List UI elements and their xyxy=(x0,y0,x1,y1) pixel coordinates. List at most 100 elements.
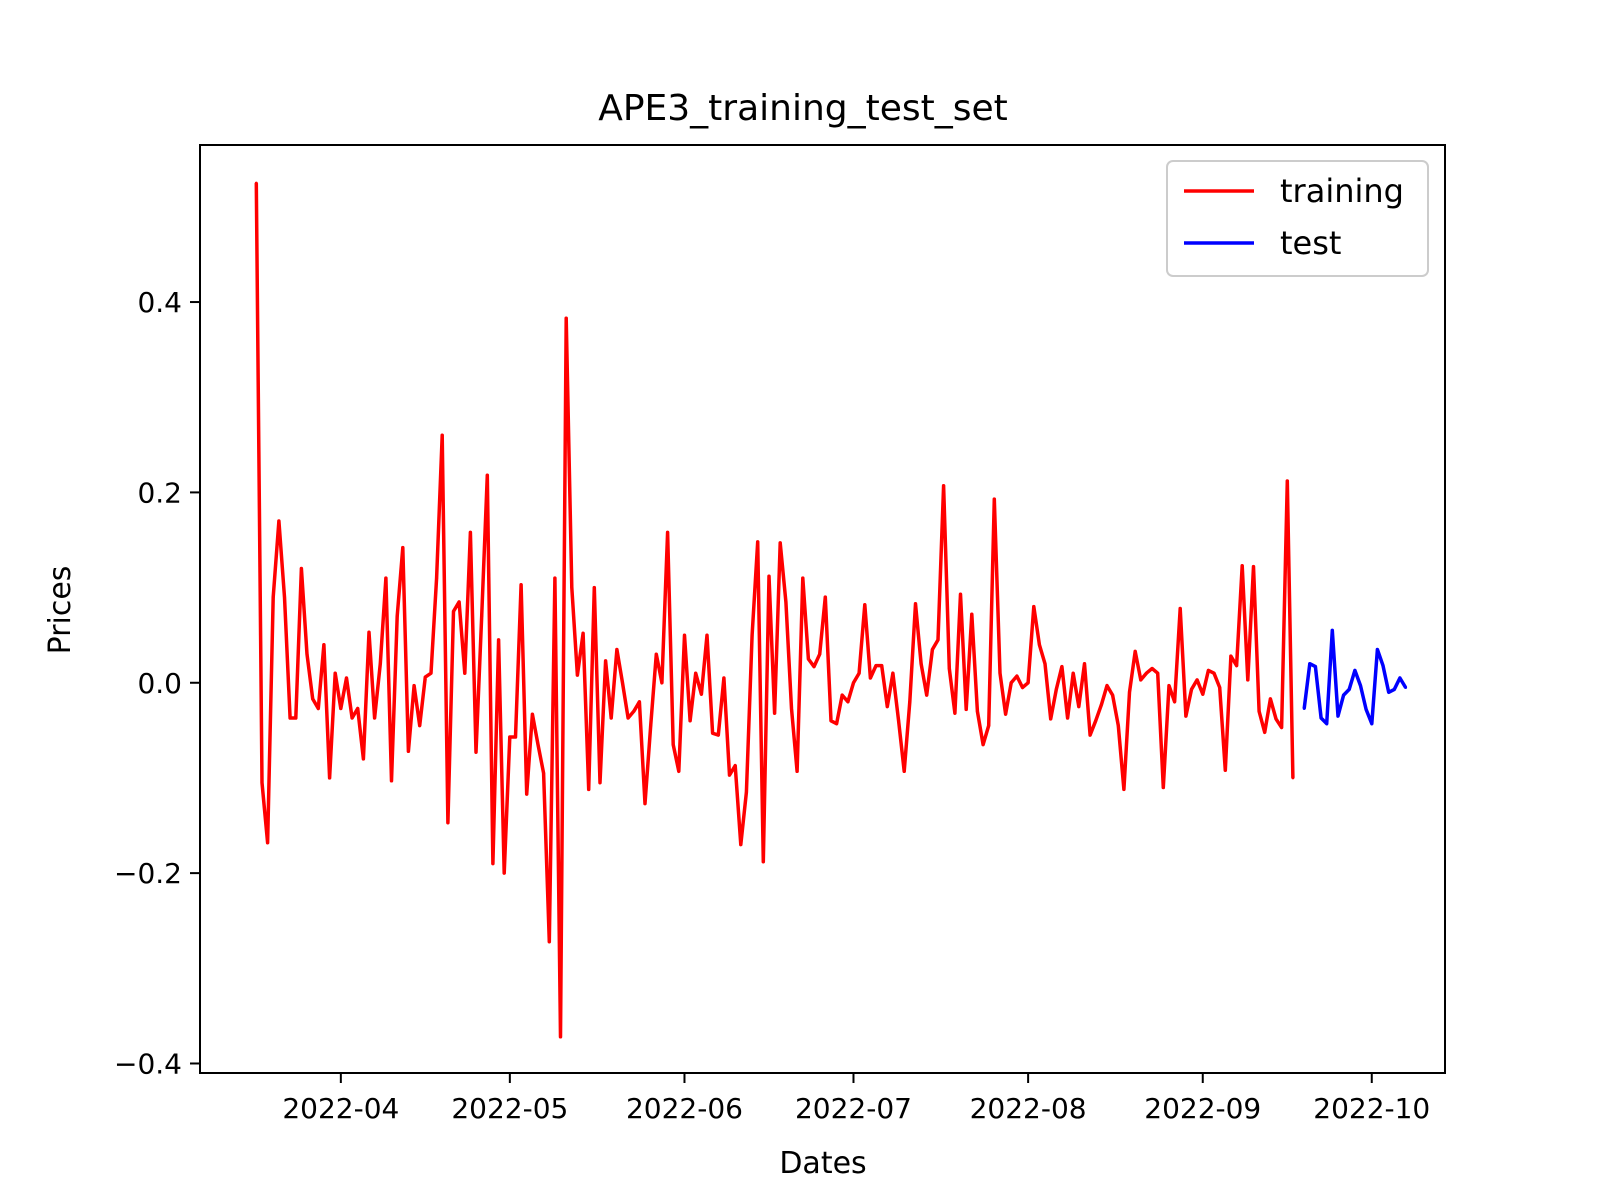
data-point-training-123 xyxy=(947,667,951,670)
x-tick-label: 2022-09 xyxy=(1144,1092,1261,1125)
data-point-training-32 xyxy=(435,576,439,580)
data-point-test-0 xyxy=(1302,707,1306,710)
data-point-training-77 xyxy=(688,719,692,723)
data-point-training-99 xyxy=(812,665,816,669)
data-point-training-39 xyxy=(474,750,478,754)
data-point-training-98 xyxy=(806,657,810,661)
data-point-training-21 xyxy=(373,716,377,720)
data-point-training-72 xyxy=(660,681,664,685)
x-tick-label: 2022-08 xyxy=(970,1092,1087,1125)
data-point-training-46 xyxy=(514,735,517,739)
data-point-training-121 xyxy=(936,638,940,642)
data-point-training-175 xyxy=(1240,564,1244,568)
data-point-training-51 xyxy=(542,771,546,775)
data-point-training-181 xyxy=(1274,717,1278,721)
data-point-training-52 xyxy=(547,940,551,944)
data-point-training-13 xyxy=(328,776,332,780)
data-point-training-90 xyxy=(761,860,765,864)
data-point-training-78 xyxy=(694,671,698,675)
data-point-training-101 xyxy=(823,595,827,599)
data-point-training-132 xyxy=(998,671,1002,675)
data-point-training-59 xyxy=(587,787,591,791)
data-point-training-23 xyxy=(384,576,388,580)
data-point-training-71 xyxy=(654,652,658,656)
data-point-training-118 xyxy=(919,662,923,666)
data-point-training-152 xyxy=(1111,693,1115,697)
data-point-test-1 xyxy=(1308,662,1312,666)
data-point-training-50 xyxy=(536,743,540,747)
data-point-training-131 xyxy=(992,497,996,501)
data-point-training-166 xyxy=(1190,687,1193,691)
data-point-training-62 xyxy=(604,659,608,663)
data-point-training-122 xyxy=(942,484,946,488)
y-axis: −0.4 −0.2 0.0 0.2 0.4 xyxy=(114,286,200,1080)
data-point-training-25 xyxy=(395,614,399,618)
data-point-training-88 xyxy=(750,633,754,637)
data-point-training-35 xyxy=(452,609,455,613)
x-tick-label: 2022-05 xyxy=(451,1092,568,1125)
data-point-training-24 xyxy=(390,779,393,783)
legend: training test xyxy=(1166,160,1429,277)
data-point-training-156 xyxy=(1133,649,1137,653)
data-point-training-63 xyxy=(609,716,613,720)
data-point-training-37 xyxy=(463,671,467,675)
data-point-training-15 xyxy=(339,707,343,710)
data-point-training-112 xyxy=(885,705,889,709)
data-point-training-53 xyxy=(553,576,557,580)
data-point-training-148 xyxy=(1088,733,1092,737)
data-point-training-11 xyxy=(316,707,320,710)
data-point-training-179 xyxy=(1263,730,1267,734)
data-point-training-91 xyxy=(767,574,771,578)
data-point-training-109 xyxy=(868,676,872,680)
y-axis-title: Prices xyxy=(43,566,78,655)
data-point-training-38 xyxy=(468,530,472,534)
data-point-training-14 xyxy=(333,671,337,675)
data-point-training-73 xyxy=(666,530,670,534)
data-point-training-170 xyxy=(1212,671,1216,675)
data-point-test-5 xyxy=(1330,628,1334,632)
data-point-training-42 xyxy=(491,862,495,866)
data-point-test-9 xyxy=(1353,668,1357,672)
legend-label-test: test xyxy=(1280,224,1341,262)
data-point-training-177 xyxy=(1252,565,1255,569)
data-point-training-40 xyxy=(480,614,484,618)
data-point-training-115 xyxy=(902,769,906,773)
data-point-training-154 xyxy=(1122,787,1126,791)
data-point-training-69 xyxy=(643,802,647,806)
data-point-test-3 xyxy=(1319,716,1323,720)
data-point-training-105 xyxy=(846,700,850,704)
data-point-training-125 xyxy=(959,592,962,596)
data-point-training-134 xyxy=(1009,681,1013,685)
plot-frame xyxy=(199,144,1446,1074)
data-point-test-14 xyxy=(1381,664,1385,668)
data-point-training-45 xyxy=(508,735,512,739)
data-point-training-82 xyxy=(716,733,720,737)
data-point-training-79 xyxy=(699,692,703,696)
data-point-training-9 xyxy=(305,652,309,656)
data-point-training-157 xyxy=(1139,678,1143,682)
data-point-training-153 xyxy=(1116,724,1120,728)
data-point-training-75 xyxy=(677,769,681,773)
data-point-training-137 xyxy=(1026,681,1030,685)
x-axis-title: Dates xyxy=(779,1146,866,1181)
data-point-training-34 xyxy=(446,821,450,825)
data-point-training-160 xyxy=(1156,671,1160,675)
data-point-test-11 xyxy=(1364,707,1368,711)
data-point-training-58 xyxy=(581,631,585,635)
data-point-test-4 xyxy=(1325,722,1329,726)
data-point-training-5 xyxy=(283,595,286,599)
data-point-training-164 xyxy=(1178,607,1182,610)
data-point-training-76 xyxy=(683,633,686,637)
data-point-training-120 xyxy=(930,648,934,651)
data-point-training-93 xyxy=(778,541,782,545)
data-point-training-17 xyxy=(350,716,354,720)
data-point-training-47 xyxy=(519,583,523,587)
data-point-training-64 xyxy=(615,648,619,651)
data-point-training-81 xyxy=(711,731,715,735)
data-point-training-100 xyxy=(818,652,822,656)
data-point-test-18 xyxy=(1404,686,1408,689)
data-point-training-4 xyxy=(277,519,281,523)
x-tick-label: 2022-07 xyxy=(795,1092,912,1125)
data-point-training-44 xyxy=(502,871,506,875)
data-point-training-12 xyxy=(322,643,326,647)
